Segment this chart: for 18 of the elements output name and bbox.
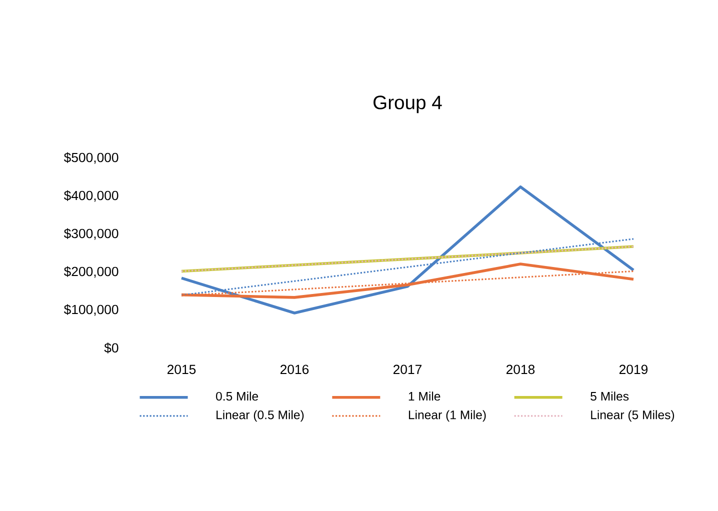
- legend-label: Linear (1 Mile): [408, 410, 486, 422]
- legend-label: 5 Miles: [590, 392, 629, 401]
- y-tick-label: $100,000: [64, 304, 118, 316]
- y-tick-label: $500,000: [64, 152, 118, 164]
- y-tick-label: $300,000: [64, 228, 118, 240]
- legend-label: 0.5 Mile: [216, 392, 258, 401]
- y-tick-label: $200,000: [64, 266, 118, 278]
- x-tick-label: 2019: [619, 364, 648, 374]
- legend-label: Linear (0.5 Mile): [216, 410, 304, 422]
- y-tick-label: $400,000: [64, 190, 118, 202]
- x-tick-label: 2016: [280, 364, 309, 374]
- x-tick-label: 2015: [168, 364, 196, 374]
- x-tick-label: 2017: [393, 364, 422, 374]
- chart-title: Group 4: [374, 96, 442, 114]
- x-tick-label: 2018: [506, 364, 535, 374]
- legend-label: 1 Mile: [408, 392, 440, 401]
- legend-label: Linear (5 Miles): [591, 410, 674, 422]
- y-tick-label: $0: [104, 342, 118, 354]
